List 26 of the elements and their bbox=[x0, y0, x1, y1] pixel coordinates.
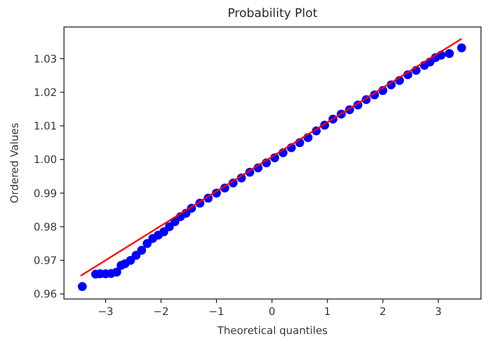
y-tick-label: 0.98 bbox=[34, 221, 57, 234]
point bbox=[126, 256, 136, 265]
y-tick-label: 0.99 bbox=[34, 188, 57, 200]
point bbox=[137, 246, 146, 255]
x-tick-label: 1 bbox=[324, 306, 331, 318]
x-tick-label: −1 bbox=[208, 306, 224, 318]
point bbox=[78, 282, 87, 292]
point bbox=[132, 250, 141, 260]
y-tick-label: 1.02 bbox=[34, 86, 57, 99]
x-tick-label: 2 bbox=[380, 306, 386, 318]
y-tick-label: 0.97 bbox=[34, 255, 57, 268]
y-tick-label: 1.03 bbox=[34, 53, 57, 66]
point bbox=[112, 268, 122, 277]
point bbox=[142, 239, 152, 248]
y-tick-label: 1.01 bbox=[34, 120, 57, 133]
x-axis-title: Theoretical quantiles bbox=[216, 325, 328, 337]
point bbox=[457, 43, 466, 52]
y-tick-label: 0.96 bbox=[34, 288, 58, 301]
x-tick-label: 3 bbox=[434, 306, 442, 318]
point bbox=[444, 49, 454, 58]
chart-title: Probability Plot bbox=[228, 6, 318, 20]
x-tick-label: −2 bbox=[153, 306, 169, 318]
x-tick-label: 0 bbox=[268, 306, 276, 318]
y-axis-title: Ordered Values bbox=[9, 122, 21, 204]
x-tick-label: −3 bbox=[98, 306, 114, 318]
y-tick-label: 1.00 bbox=[34, 154, 57, 166]
